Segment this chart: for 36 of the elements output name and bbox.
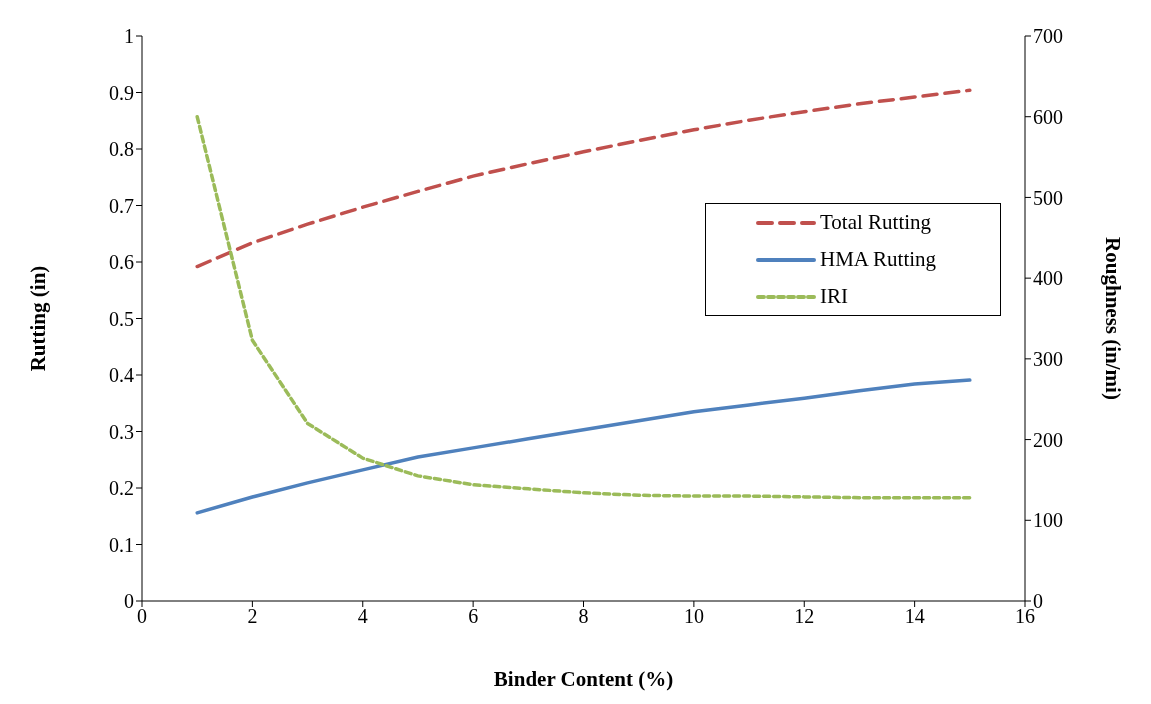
line-series — [195, 114, 972, 500]
y2-tick-label: 500 — [1033, 186, 1063, 209]
y2-axis-title: Roughness (in/mi) — [1100, 237, 1125, 400]
y-tick-label: 0.4 — [109, 364, 134, 387]
y-tick-label: 0.5 — [109, 307, 134, 330]
y-tick-label: 0.6 — [109, 251, 134, 274]
y2-tick-label: 300 — [1033, 347, 1063, 370]
x-tick-label: 14 — [904, 605, 925, 628]
x-tick-label: 2 — [247, 605, 258, 628]
y-tick-label: 0.9 — [109, 81, 134, 104]
y2-tick-label: 600 — [1033, 105, 1063, 128]
y-axis-title: Rutting (in) — [26, 265, 51, 372]
legend-label: Total Rutting — [820, 210, 932, 235]
x-axis-title: Binder Content (%) — [493, 667, 674, 691]
y2-tick-label: 700 — [1033, 25, 1063, 48]
y-tick-label: 1 — [124, 25, 134, 48]
x-tick-label: 10 — [683, 605, 704, 628]
y-tick-label: 0.7 — [109, 194, 134, 217]
x-tick-label: 8 — [578, 605, 589, 628]
x-tick-label: 4 — [357, 605, 368, 628]
legend-label: IRI — [820, 284, 848, 309]
y2-tick-label: 100 — [1033, 509, 1063, 532]
y2-tick-label: 0 — [1033, 590, 1043, 613]
y-tick-label: 0.1 — [109, 533, 134, 556]
x-tick-label: 12 — [794, 605, 815, 628]
y-tick-label: 0.3 — [109, 420, 134, 443]
legend-label: HMA Rutting — [820, 247, 937, 272]
y2-tick-label: 200 — [1033, 428, 1063, 451]
y2-tick-label: 400 — [1033, 267, 1063, 290]
y-tick-label: 0.2 — [109, 477, 134, 500]
y-tick-label: 0 — [124, 590, 134, 613]
line-series — [195, 88, 972, 269]
y-tick-label: 0.8 — [109, 138, 134, 161]
x-tick-label: 16 — [1015, 605, 1035, 628]
x-tick-label: 6 — [468, 605, 479, 628]
line-series — [195, 378, 972, 515]
